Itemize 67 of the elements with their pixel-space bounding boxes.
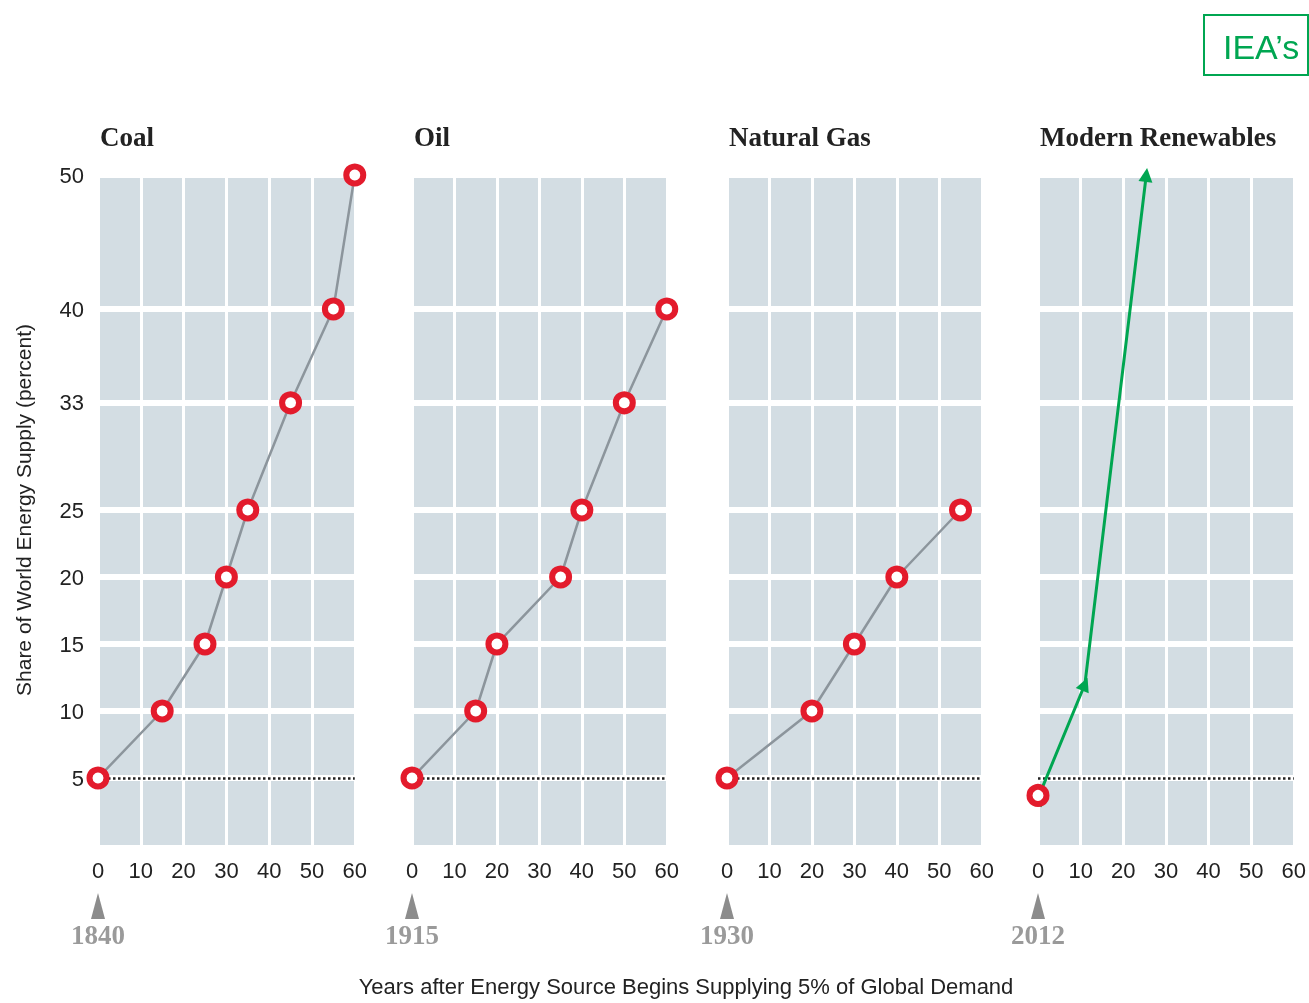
x-axis-title: Years after Energy Source Begins Supplying 5% of Global Demand	[357, 974, 1015, 1000]
point	[842, 632, 866, 656]
text: 1915	[384, 920, 440, 951]
x-tick-label: 50	[1238, 857, 1264, 883]
text: 2012	[1010, 920, 1066, 951]
chart-title: Natural Gas	[729, 121, 871, 152]
point	[150, 699, 174, 723]
x-tick-label: 60	[342, 857, 368, 883]
x-tick-label: 0	[405, 857, 419, 883]
x-tick-label: 10	[1068, 857, 1093, 883]
x-tick-label: 60	[654, 857, 680, 883]
x-tick-label: 40	[569, 857, 595, 883]
x-tick-label: 60	[1281, 857, 1307, 883]
x-tick-label: 50	[927, 857, 952, 883]
y-tick-label: 33	[59, 390, 84, 416]
y-tick-label: 20	[59, 564, 84, 590]
x-tick-label: 40	[256, 857, 282, 883]
y-tick-label: 15	[59, 631, 84, 657]
point	[949, 498, 973, 522]
x-tick-label: 20	[1111, 857, 1136, 883]
point	[343, 163, 367, 187]
point	[193, 632, 217, 656]
x-tick-label: 10	[128, 857, 154, 883]
y-axis-title: Share of World Energy Supply (percent)	[12, 324, 35, 696]
point	[485, 632, 509, 656]
point	[86, 766, 110, 790]
point	[236, 498, 260, 522]
x-tick-label: 30	[1153, 857, 1179, 883]
point	[655, 297, 679, 321]
point	[214, 565, 238, 589]
x-tick-label: 40	[1196, 857, 1221, 883]
point	[715, 766, 739, 790]
point	[885, 565, 909, 589]
x-tick-label: 20	[171, 857, 196, 883]
point	[321, 297, 345, 321]
x-tick-label: 0	[1031, 857, 1045, 883]
y-tick-label: 50	[59, 162, 84, 188]
point	[570, 498, 594, 522]
point	[279, 391, 303, 415]
x-tick-label: 10	[757, 857, 782, 883]
y-tick-label: 25	[59, 497, 84, 523]
x-tick-label: 30	[527, 857, 552, 883]
text: 1840	[70, 920, 126, 951]
x-tick-label: 60	[969, 857, 995, 883]
chart-title: Coal	[100, 121, 155, 152]
y-tick-label: 40	[59, 296, 84, 322]
x-tick-label: 10	[442, 857, 467, 883]
x-tick-label: 0	[91, 857, 105, 883]
x-tick-label: 50	[612, 857, 637, 883]
x-tick-label: 20	[484, 857, 510, 883]
point	[549, 565, 573, 589]
point	[464, 699, 488, 723]
x-tick-label: 50	[299, 857, 325, 883]
point	[612, 391, 636, 415]
chart-title: Modern Renewables	[1040, 121, 1277, 152]
x-tick-label: 40	[884, 857, 910, 883]
point	[800, 699, 824, 723]
x-tick-label: 30	[842, 857, 867, 883]
point	[400, 766, 424, 790]
chart-title: Oil	[414, 121, 451, 152]
y-tick-label: 10	[59, 698, 84, 724]
x-tick-label: 0	[720, 857, 734, 883]
x-tick-label: 30	[214, 857, 239, 883]
y-tick-label: 5	[71, 765, 84, 791]
text: IEA’s	[1203, 14, 1309, 76]
text: 1930	[699, 920, 755, 951]
x-tick-label: 20	[799, 857, 825, 883]
